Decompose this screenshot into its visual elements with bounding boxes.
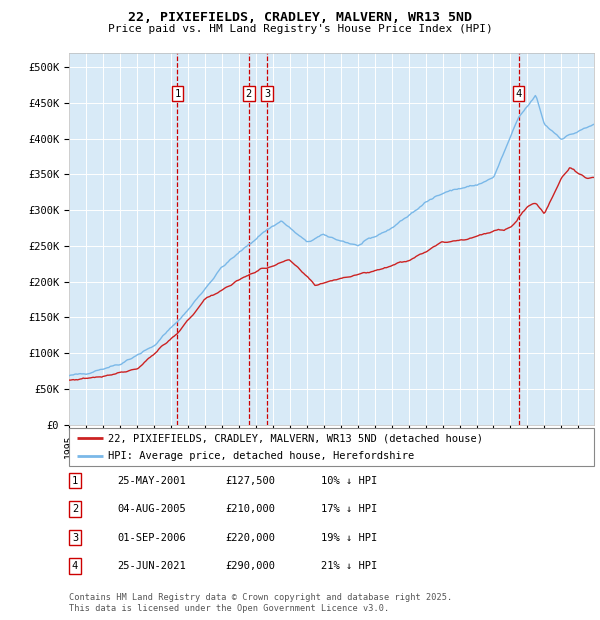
Text: £127,500: £127,500 [225, 476, 275, 485]
Text: 4: 4 [72, 561, 78, 571]
Text: 01-SEP-2006: 01-SEP-2006 [117, 533, 186, 542]
FancyBboxPatch shape [69, 428, 594, 466]
Text: 22, PIXIEFIELDS, CRADLEY, MALVERN, WR13 5ND (detached house): 22, PIXIEFIELDS, CRADLEY, MALVERN, WR13 … [109, 433, 484, 443]
Text: 25-MAY-2001: 25-MAY-2001 [117, 476, 186, 485]
Text: 1: 1 [175, 89, 181, 99]
Text: £220,000: £220,000 [225, 533, 275, 542]
Text: £210,000: £210,000 [225, 504, 275, 514]
Text: 21% ↓ HPI: 21% ↓ HPI [321, 561, 377, 571]
Text: 17% ↓ HPI: 17% ↓ HPI [321, 504, 377, 514]
Text: 3: 3 [264, 89, 270, 99]
Text: 25-JUN-2021: 25-JUN-2021 [117, 561, 186, 571]
Text: 10% ↓ HPI: 10% ↓ HPI [321, 476, 377, 485]
Text: Price paid vs. HM Land Registry's House Price Index (HPI): Price paid vs. HM Land Registry's House … [107, 24, 493, 33]
Text: 22, PIXIEFIELDS, CRADLEY, MALVERN, WR13 5ND: 22, PIXIEFIELDS, CRADLEY, MALVERN, WR13 … [128, 11, 472, 24]
Text: Contains HM Land Registry data © Crown copyright and database right 2025.
This d: Contains HM Land Registry data © Crown c… [69, 593, 452, 613]
Text: 2: 2 [245, 89, 252, 99]
Text: 4: 4 [515, 89, 522, 99]
Text: 04-AUG-2005: 04-AUG-2005 [117, 504, 186, 514]
Text: £290,000: £290,000 [225, 561, 275, 571]
Text: HPI: Average price, detached house, Herefordshire: HPI: Average price, detached house, Here… [109, 451, 415, 461]
Text: 1: 1 [72, 476, 78, 485]
Text: 3: 3 [72, 533, 78, 542]
Text: 19% ↓ HPI: 19% ↓ HPI [321, 533, 377, 542]
Text: 2: 2 [72, 504, 78, 514]
